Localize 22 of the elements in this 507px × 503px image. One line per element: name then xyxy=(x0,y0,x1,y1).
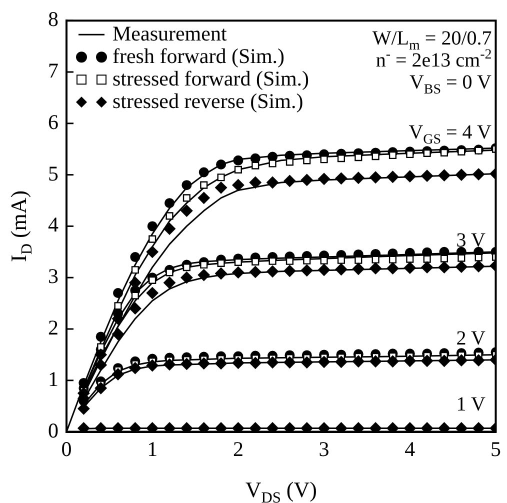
y-tick-label: 5 xyxy=(48,161,58,186)
y-tick-label: 0 xyxy=(48,418,58,442)
legend-label: stressed reverse (Sim.) xyxy=(112,89,304,114)
y-axis-title: ID (mA) xyxy=(6,190,36,262)
x-tick-label: 4 xyxy=(404,436,416,461)
legend-label: Measurement xyxy=(112,22,227,46)
y-tick-label: 6 xyxy=(48,110,58,134)
y-tick-label: 3 xyxy=(48,264,58,288)
legend-label: stressed forward (Sim.) xyxy=(112,66,310,91)
x-tick-label: 1 xyxy=(147,436,158,461)
x-tick-label: 5 xyxy=(490,436,501,461)
legend-label: fresh forward (Sim.) xyxy=(112,44,285,68)
annotation: 1 V xyxy=(456,394,486,416)
y-tick-label: 4 xyxy=(48,212,59,237)
x-tick-label: 3 xyxy=(318,436,330,461)
annotation: 2 V xyxy=(456,328,486,350)
y-tick-label: 8 xyxy=(48,7,58,32)
y-tick-label: 7 xyxy=(48,58,58,83)
y-tick-label: 1 xyxy=(48,366,58,391)
annotation: 3 V xyxy=(456,230,486,252)
y-tick-label: 2 xyxy=(48,316,58,340)
x-tick-label: 2 xyxy=(232,436,244,461)
